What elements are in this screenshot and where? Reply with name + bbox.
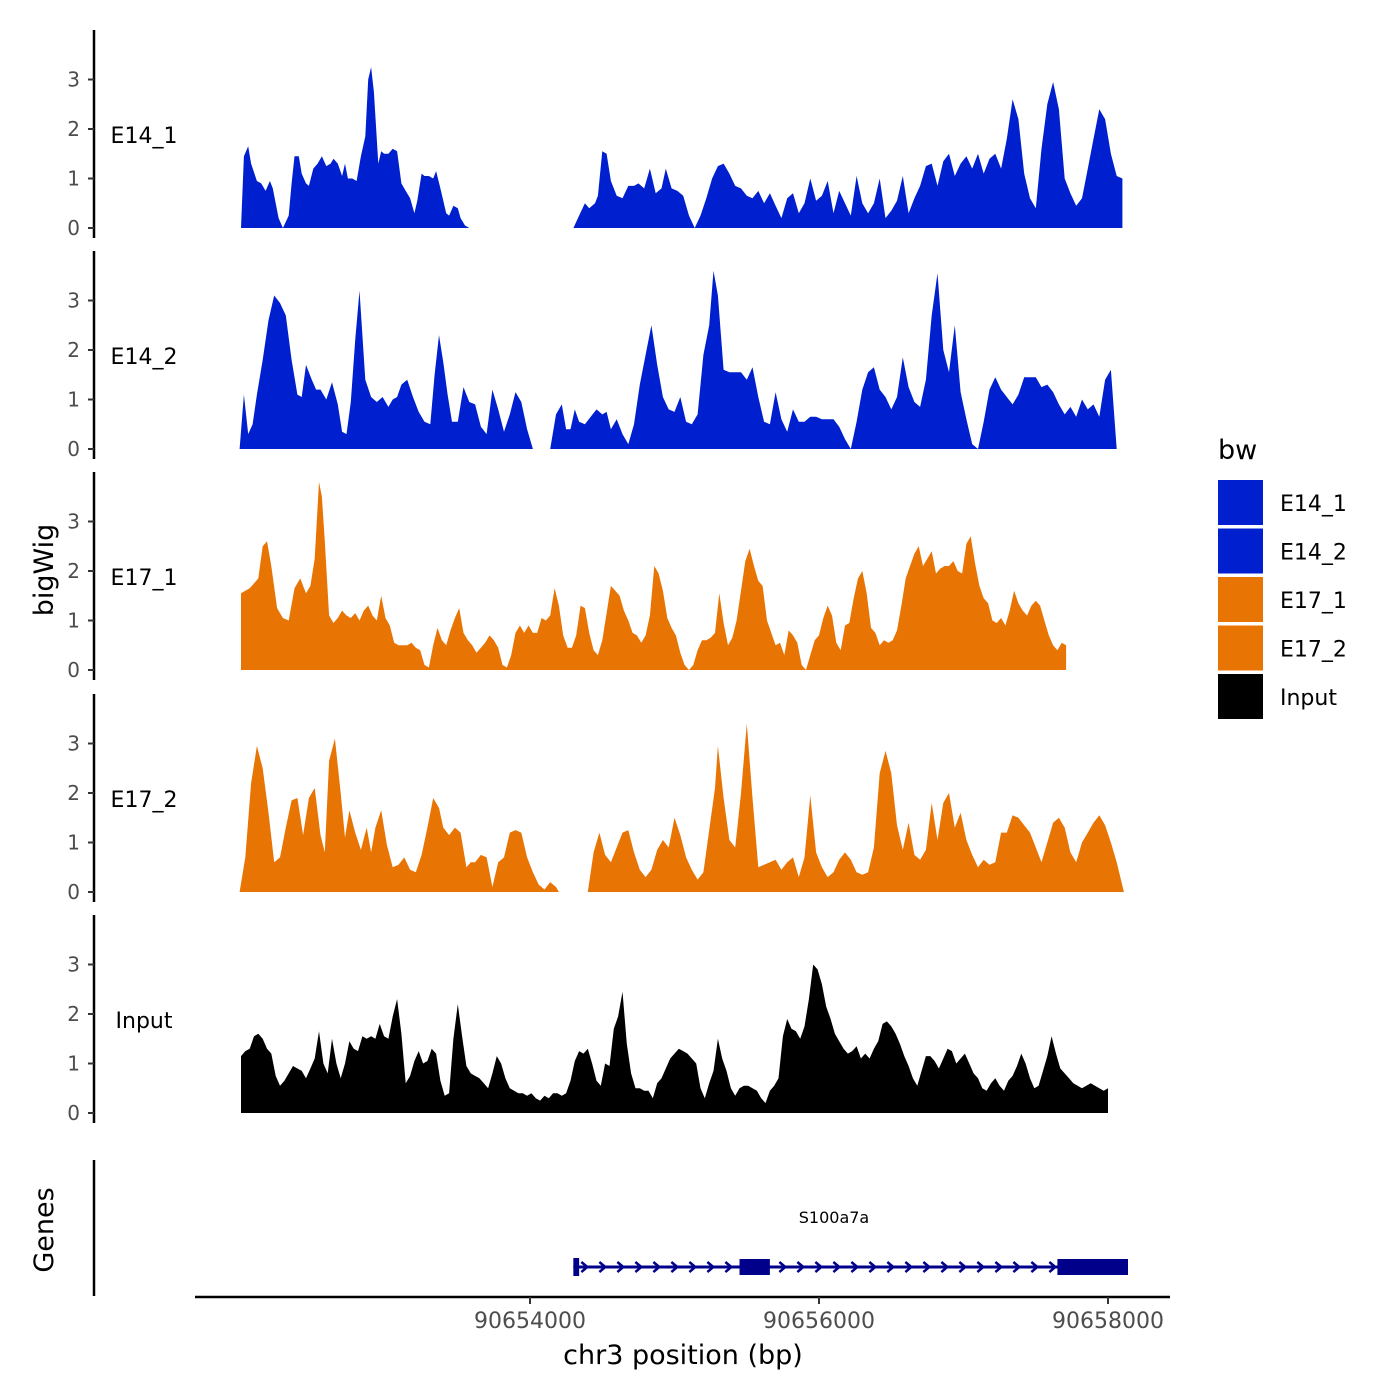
x-tick-label: 90658000 [1052, 1309, 1164, 1334]
legend-key-E17_1 [1218, 577, 1263, 622]
strand-arrow [1030, 1261, 1040, 1273]
coverage-area-E14_1 [573, 82, 1123, 228]
track-label: E17_1 [111, 566, 178, 591]
coverage-area-E14_1 [241, 67, 470, 228]
track-label: E14_1 [111, 124, 178, 149]
track-E14_2: 0 1 2 3 E14_2 [67, 251, 1117, 461]
strand-arrow [886, 1261, 896, 1273]
y-tick-label: 2 [67, 117, 80, 141]
legend-label: E17_1 [1280, 589, 1347, 614]
legend-label: Input [1280, 686, 1337, 711]
strand-arrow [850, 1261, 860, 1273]
y-tick-label: 0 [67, 880, 80, 904]
strand-arrow [958, 1261, 968, 1273]
strand-arrow [922, 1261, 932, 1273]
strand-arrow [724, 1261, 734, 1273]
track-Input: 0 1 2 3 Input [67, 915, 1108, 1125]
strand-arrow [778, 1261, 788, 1273]
y-tick-label: 3 [67, 953, 80, 977]
y-tick-label: 1 [67, 831, 80, 855]
x-tick-label: 90656000 [763, 1309, 875, 1334]
y-tick-label: 1 [67, 1052, 80, 1076]
y-tick-label: 3 [67, 289, 80, 313]
strand-arrow [616, 1261, 626, 1273]
coverage-tracks: 0 1 2 3 E14_1 0 1 2 3 E14_2 0 1 2 3 E17_1 0 1 2 3 E17_2 0 1 2 3… [67, 30, 1124, 1125]
strand-arrow [1048, 1261, 1058, 1273]
legend: bw E14_1 E14_2 E17_1 E17_2 Input [1218, 435, 1347, 719]
legend-key-E14_2 [1218, 528, 1263, 574]
legend-key-E14_1 [1218, 480, 1263, 525]
y-tick-label: 0 [67, 216, 80, 240]
legend-label: E14_1 [1280, 492, 1347, 517]
strand-arrow [652, 1261, 662, 1273]
y-tick-label: 2 [67, 781, 80, 805]
gene-exon [1057, 1259, 1128, 1275]
x-axis: 90654000 90656000 90658000 [195, 1295, 1170, 1334]
y-tick-label: 0 [67, 437, 80, 461]
gene-name-label: S100a7a [799, 1208, 869, 1227]
strand-arrow [706, 1261, 716, 1273]
track-E14_1: 0 1 2 3 E14_1 [67, 30, 1123, 240]
strand-arrow [670, 1261, 680, 1273]
y-axis-title: bigWig [29, 524, 60, 617]
y-tick-label: 1 [67, 388, 80, 412]
coverage-area-E17_1 [819, 655, 828, 670]
track-label: E17_2 [111, 788, 178, 813]
gene-track: S100a7a [92, 1160, 1128, 1296]
strand-arrow [868, 1261, 878, 1273]
strand-arrow [688, 1261, 698, 1273]
y-tick-label: 0 [67, 658, 80, 682]
strand-arrow [1012, 1261, 1022, 1273]
strand-arrow [976, 1261, 986, 1273]
track-E17_2: 0 1 2 3 E17_2 [67, 694, 1124, 904]
gene-exon [573, 1258, 580, 1276]
legend-label: E14_2 [1280, 541, 1347, 566]
y-tick-label: 3 [67, 510, 80, 534]
strand-arrow [814, 1261, 824, 1273]
coverage-area-E17_1 [241, 481, 1067, 670]
strand-arrow [580, 1261, 590, 1273]
track-label: Input [116, 1009, 173, 1034]
strand-arrow [598, 1261, 608, 1273]
coverage-area-E17_2 [587, 723, 1124, 892]
y-tick-label: 1 [67, 167, 80, 191]
genes-track-title: Genes [29, 1187, 60, 1272]
y-tick-label: 0 [67, 1101, 80, 1125]
y-tick-label: 2 [67, 559, 80, 583]
strand-arrow [634, 1261, 644, 1273]
track-E17_1: 0 1 2 3 E17_1 [67, 472, 1067, 682]
legend-title: bw [1218, 435, 1257, 466]
strand-arrow [904, 1261, 914, 1273]
legend-label: E17_2 [1280, 638, 1347, 663]
coverage-area-E17_2 [239, 738, 559, 892]
legend-key-E17_2 [1218, 625, 1263, 671]
coverage-area-E14_2 [239, 290, 533, 449]
x-axis-title: chr3 position (bp) [563, 1340, 803, 1371]
legend-key-Input [1218, 674, 1263, 719]
track-label: E14_2 [111, 345, 178, 370]
strand-arrow [796, 1261, 806, 1273]
strand-arrow [994, 1261, 1004, 1273]
strand-arrow [940, 1261, 950, 1273]
coverage-area-E14_2 [550, 270, 1117, 449]
y-tick-label: 1 [67, 609, 80, 633]
gene-exon [739, 1259, 770, 1275]
y-tick-label: 3 [67, 68, 80, 92]
coverage-area-Input [241, 964, 1108, 1113]
y-tick-label: 3 [67, 732, 80, 756]
y-tick-label: 2 [67, 338, 80, 362]
y-tick-label: 2 [67, 1002, 80, 1026]
x-tick-label: 90654000 [474, 1309, 586, 1334]
strand-arrow [832, 1261, 842, 1273]
